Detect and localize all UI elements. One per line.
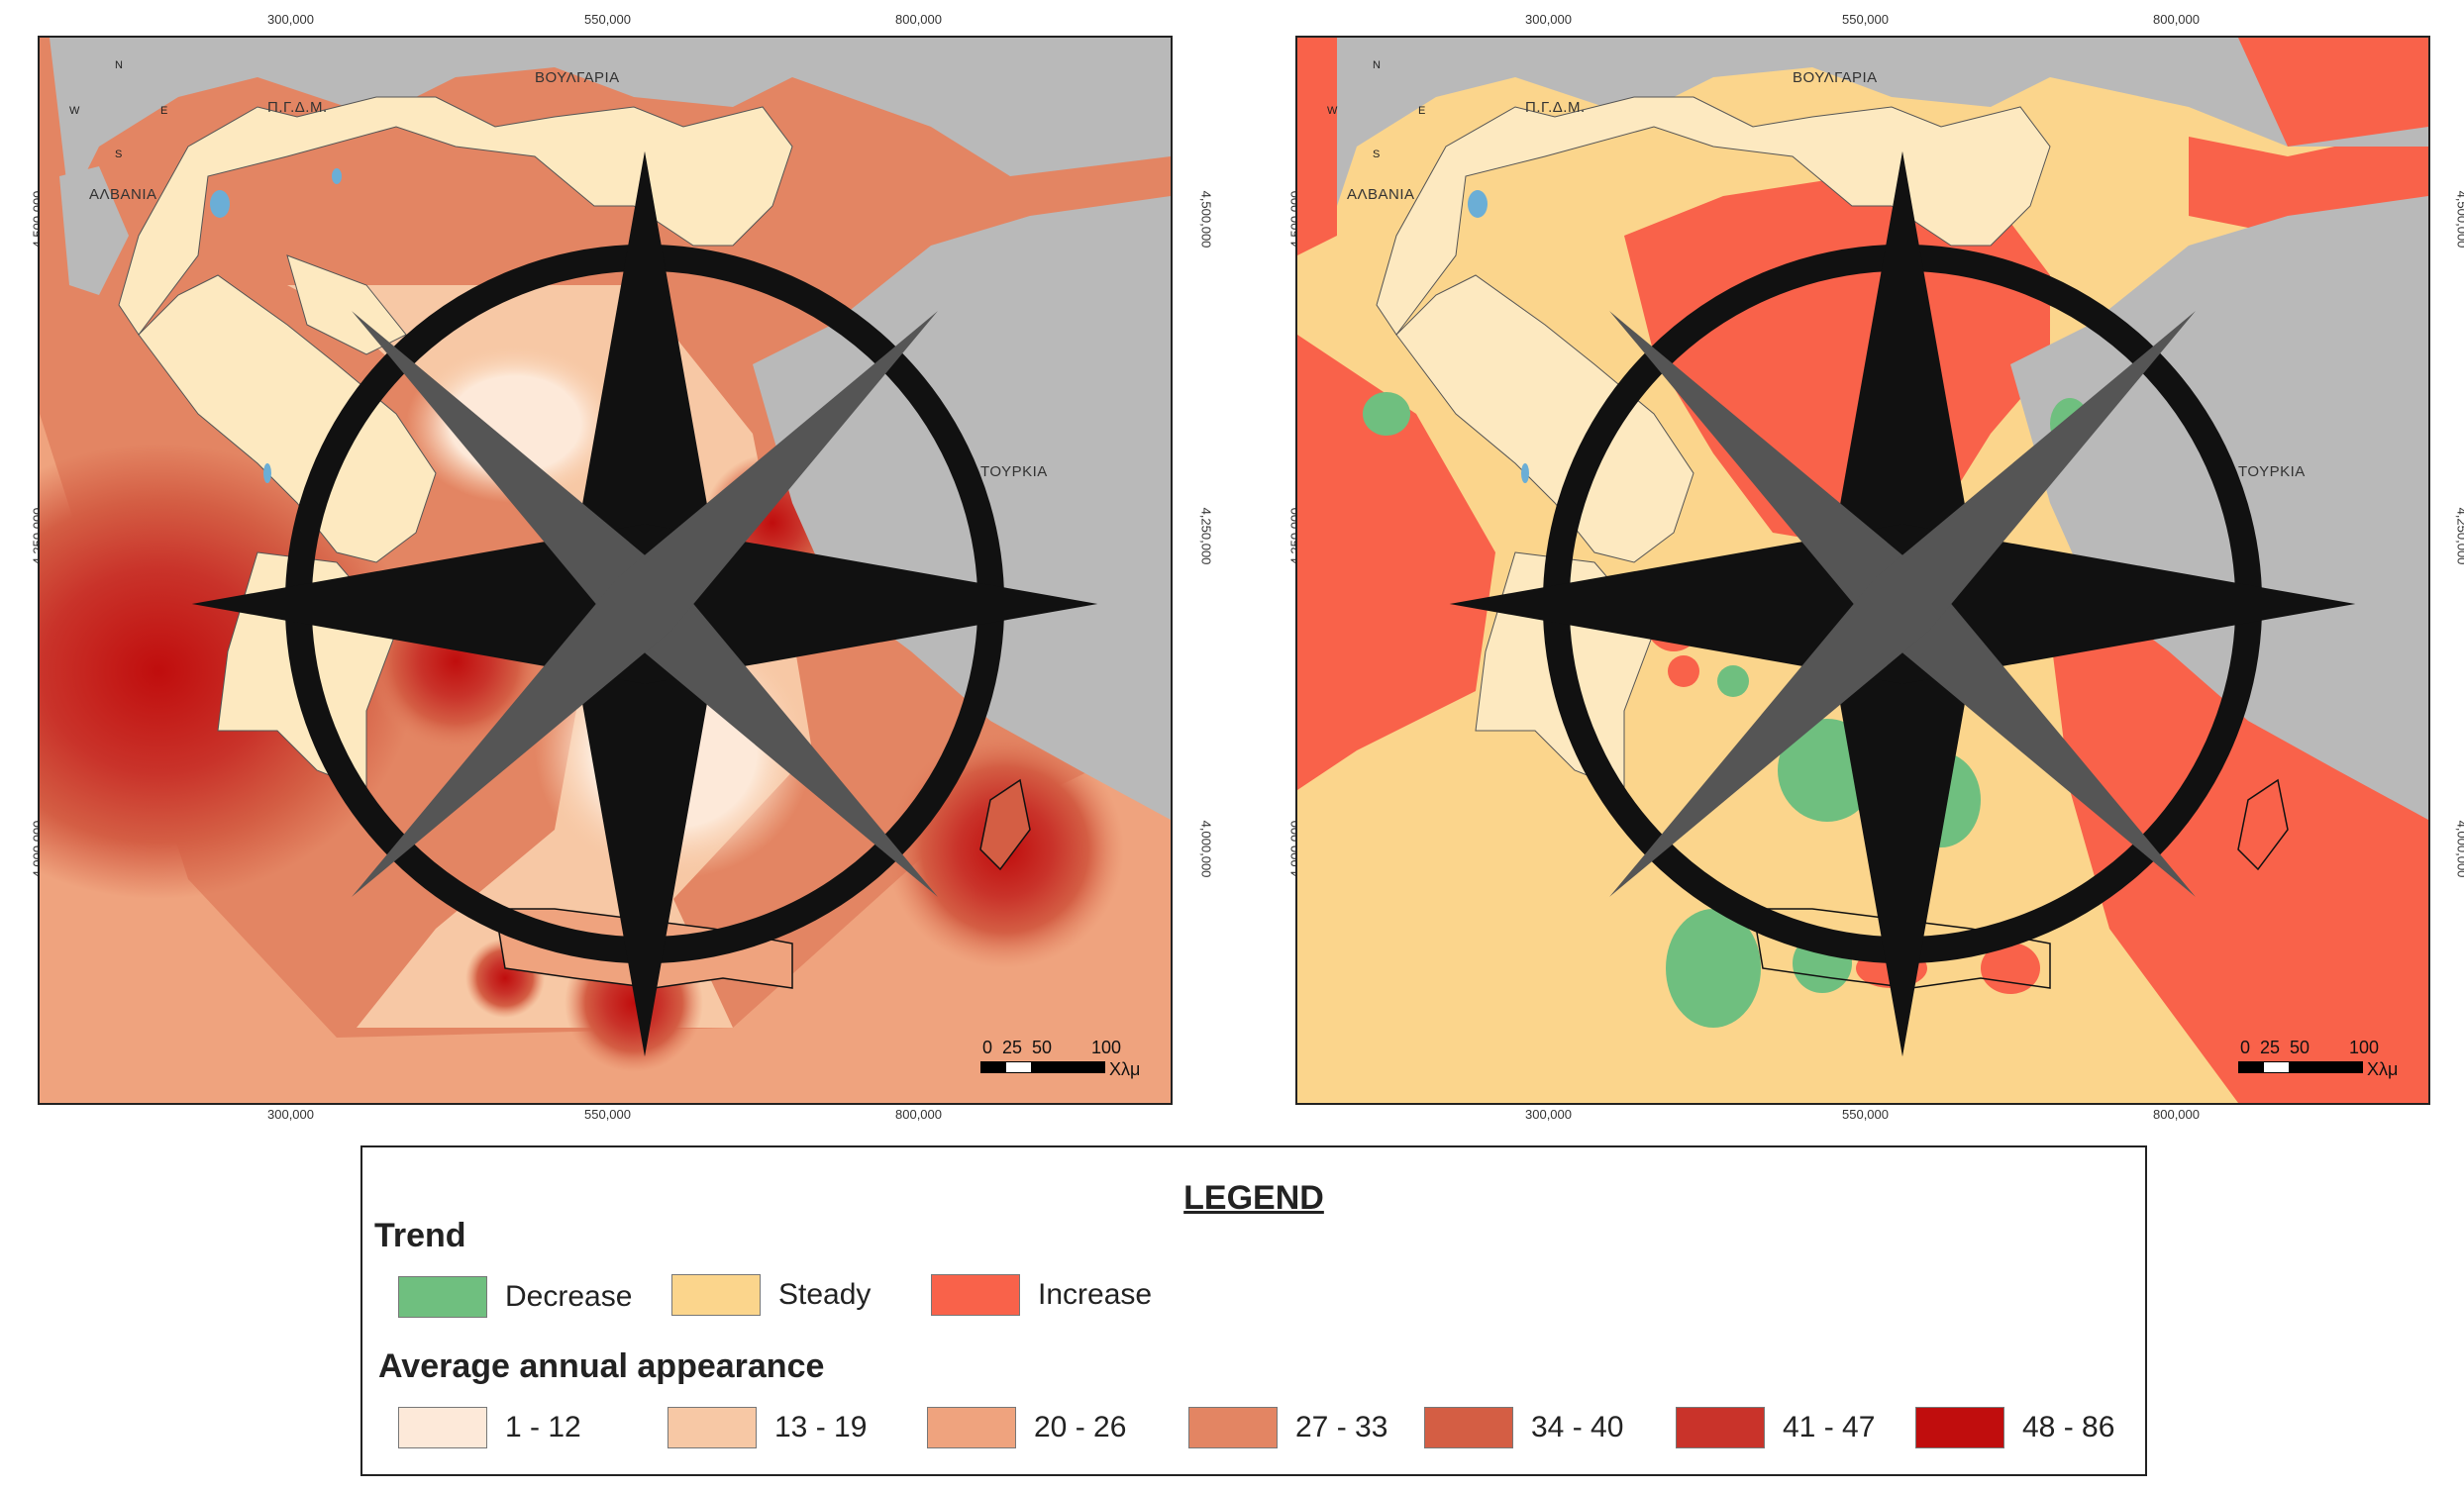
- compass-west: W: [1327, 105, 1338, 117]
- northing-tick-right: 4,500,000: [2454, 190, 2464, 249]
- legend-label: 20 - 26: [1034, 1411, 1127, 1443]
- scale-tick: 100: [2349, 1038, 2380, 1057]
- legend-swatch: [1915, 1407, 2004, 1448]
- northing-tick-right: 4,000,000: [2454, 820, 2464, 878]
- country-label-turkey: ΤΟΥΡΚΙΑ: [980, 463, 1048, 480]
- legend-title: LEGEND: [1183, 1179, 1324, 1217]
- scale-unit: Χλμ: [1109, 1059, 1141, 1079]
- compass-rose-icon: N S E W: [69, 59, 1098, 1057]
- appearance-heading: Average annual appearance: [378, 1347, 825, 1385]
- scale-tick: 50: [2290, 1038, 2310, 1057]
- legend-item-appearance: 41 - 47: [1676, 1407, 1875, 1448]
- legend-swatch: [1424, 1407, 1513, 1448]
- easting-tick-top: 800,000: [2153, 12, 2200, 27]
- legend-label: Steady: [778, 1278, 872, 1311]
- legend-item-appearance: 34 - 40: [1424, 1407, 1623, 1448]
- easting-tick-top: 550,000: [1842, 12, 1889, 27]
- easting-tick-top: 800,000: [895, 12, 942, 27]
- scale-tick: 25: [1002, 1038, 1023, 1057]
- easting-tick-top: 300,000: [1525, 12, 1572, 27]
- compass-rose-icon: N S E W: [1327, 59, 2356, 1057]
- legend-swatch: [398, 1276, 487, 1318]
- legend-box: LEGEND Trend Decrease Steady Increase Av…: [360, 1145, 2147, 1476]
- legend-label: 1 - 12: [505, 1411, 581, 1443]
- legend-label: 48 - 86: [2022, 1411, 2115, 1443]
- legend-label: 41 - 47: [1783, 1411, 1876, 1443]
- legend-label: Increase: [1038, 1278, 1153, 1311]
- trend-heading: Trend: [374, 1217, 466, 1254]
- country-label-fyrom: Π.Γ.Δ.Μ.: [267, 99, 328, 116]
- legend-item-appearance: 48 - 86: [1915, 1407, 2114, 1448]
- country-label-turkey: ΤΟΥΡΚΙΑ: [2238, 463, 2306, 480]
- legend-label: 34 - 40: [1531, 1411, 1624, 1443]
- legend-swatch: [671, 1274, 761, 1316]
- trend-map-panel: 300,000 550,000 800,000 300,000 550,000 …: [1288, 0, 2464, 1122]
- country-label-albania: ΑΛΒΑΝΙΑ: [89, 186, 157, 203]
- average-appearance-map-panel: 300,000 550,000 800,000 300,000 550,000 …: [31, 0, 1214, 1122]
- legend-item-decrease: Decrease: [398, 1276, 632, 1318]
- scale-tick: 0: [2240, 1038, 2251, 1057]
- legend-item-steady: Steady: [671, 1274, 871, 1316]
- easting-tick-top: 300,000: [267, 12, 314, 27]
- legend-label: 13 - 19: [774, 1411, 868, 1443]
- compass-west: W: [69, 105, 80, 117]
- compass-north: N: [1373, 59, 1381, 71]
- scale-unit: Χλμ: [2367, 1059, 2399, 1079]
- country-label-bulgaria: ΒΟΥΛΓΑΡΙΑ: [535, 69, 620, 86]
- scale-tick: 100: [1091, 1038, 1122, 1057]
- legend-item-appearance: 1 - 12: [398, 1407, 581, 1448]
- legend-item-increase: Increase: [931, 1274, 1152, 1316]
- northing-tick-right: 4,250,000: [1198, 507, 1214, 565]
- easting-tick-bottom: 550,000: [1842, 1107, 1889, 1122]
- legend-swatch: [398, 1407, 487, 1448]
- legend-swatch: [931, 1274, 1020, 1316]
- legend-item-appearance: 20 - 26: [927, 1407, 1126, 1448]
- legend-item-appearance: 27 - 33: [1188, 1407, 1387, 1448]
- easting-tick-top: 550,000: [584, 12, 631, 27]
- legend-swatch: [927, 1407, 1016, 1448]
- heatmap-frame: Π.Γ.Δ.Μ. ΒΟΥΛΓΑΡΙΑ ΑΛΒΑΝΙΑ ΤΟΥΡΚΙΑ N S E…: [38, 36, 1173, 1105]
- country-label-bulgaria: ΒΟΥΛΓΑΡΙΑ: [1793, 69, 1878, 86]
- easting-tick-bottom: 800,000: [895, 1107, 942, 1122]
- easting-tick-bottom: 800,000: [2153, 1107, 2200, 1122]
- legend-label: 27 - 33: [1295, 1411, 1388, 1443]
- scale-tick: 50: [1032, 1038, 1053, 1057]
- easting-tick-bottom: 300,000: [1525, 1107, 1572, 1122]
- scale-bar: 0 25 50 100 Χλμ: [980, 1038, 1149, 1087]
- scale-bar: 0 25 50 100 Χλμ: [2238, 1038, 2407, 1087]
- northing-tick-right: 4,500,000: [1198, 190, 1214, 249]
- legend-label: Decrease: [505, 1280, 633, 1313]
- country-label-fyrom: Π.Γ.Δ.Μ.: [1525, 99, 1586, 116]
- compass-south: S: [1373, 149, 1381, 160]
- trend-map-frame: Π.Γ.Δ.Μ. ΒΟΥΛΓΑΡΙΑ ΑΛΒΑΝΙΑ ΤΟΥΡΚΙΑ N S E…: [1295, 36, 2430, 1105]
- legend-swatch: [1188, 1407, 1278, 1448]
- legend-item-appearance: 13 - 19: [667, 1407, 867, 1448]
- easting-tick-bottom: 550,000: [584, 1107, 631, 1122]
- compass-east: E: [160, 105, 168, 117]
- compass-north: N: [115, 59, 123, 71]
- legend-swatch: [667, 1407, 757, 1448]
- scale-tick: 25: [2260, 1038, 2281, 1057]
- compass-south: S: [115, 149, 123, 160]
- northing-tick-right: 4,250,000: [2454, 507, 2464, 565]
- northing-tick-right: 4,000,000: [1198, 820, 1214, 878]
- easting-tick-bottom: 300,000: [267, 1107, 314, 1122]
- legend-swatch: [1676, 1407, 1765, 1448]
- compass-east: E: [1418, 105, 1426, 117]
- country-label-albania: ΑΛΒΑΝΙΑ: [1347, 186, 1415, 203]
- scale-tick: 0: [982, 1038, 993, 1057]
